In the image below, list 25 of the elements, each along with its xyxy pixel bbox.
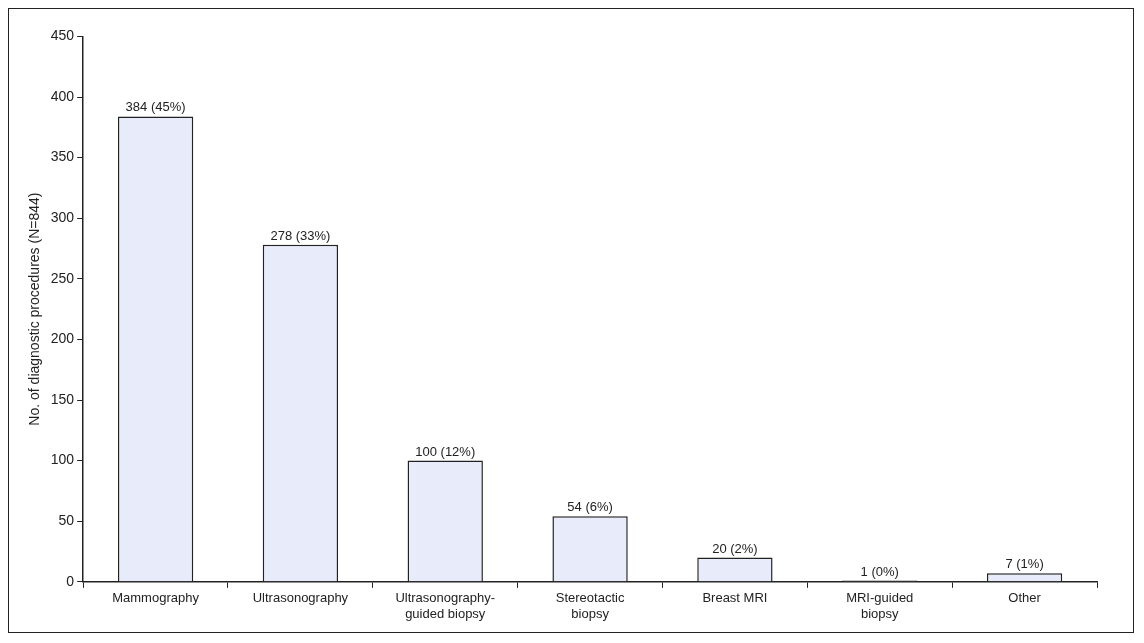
x-tick-label: Other [1008, 590, 1042, 606]
x-tick-label: Stereotactic biopsy [555, 590, 625, 621]
y-tick-label: 150 [50, 390, 75, 407]
data-label: 1 (0%) [860, 563, 899, 579]
data-label: 20 (2%) [712, 540, 758, 556]
y-tick-label: 100 [50, 451, 75, 468]
data-label: 54 (6%) [567, 499, 613, 515]
y-tick-label: 400 [50, 87, 75, 104]
y-tick-label: 200 [50, 330, 75, 347]
y-tick-label: 350 [50, 148, 75, 165]
x-tick-label: Mammography [112, 590, 200, 606]
y-axis-title: No. of diagnostic procedures (N=844) [26, 192, 43, 426]
x-tick-label: Ultrasonography-guided biopsy [395, 590, 496, 621]
x-tick-label: Breast MRI [702, 590, 768, 606]
y-tick-label: 300 [50, 209, 75, 226]
data-label: 384 (45%) [125, 99, 186, 115]
y-tick-label: 450 [50, 27, 75, 44]
y-tick-label: 0 [66, 572, 75, 589]
data-label: 100 (12%) [415, 443, 476, 459]
data-label: 278 (33%) [270, 227, 331, 243]
data-label: 7 (1%) [1005, 556, 1044, 572]
y-tick-label: 250 [50, 269, 75, 286]
y-tick-label: 50 [58, 512, 75, 529]
x-tick-label: Ultrasonography [252, 590, 349, 606]
x-tick-label: MRI-guided biopsy [846, 590, 914, 621]
